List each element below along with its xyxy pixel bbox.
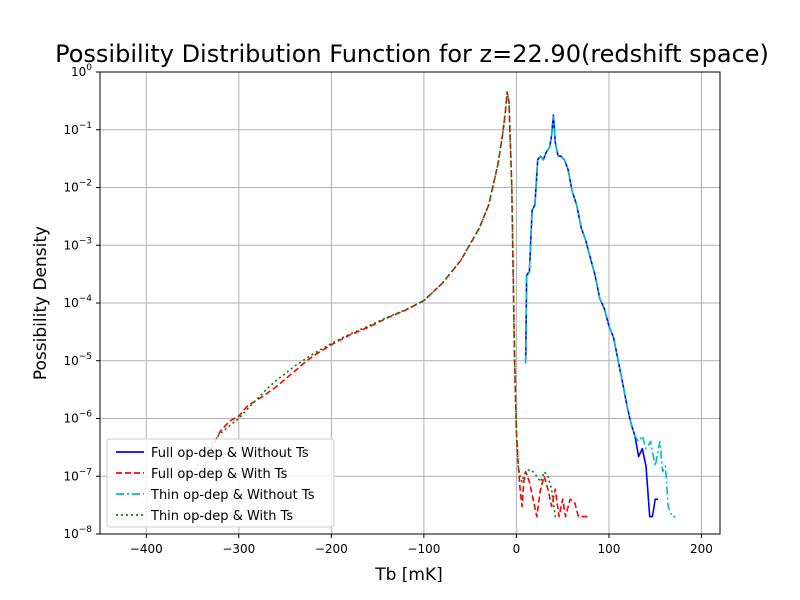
- legend-label: Thin op-dep & With Ts: [150, 509, 293, 524]
- series-layer: [191, 91, 676, 518]
- y-tick-label: 100: [71, 63, 92, 79]
- series-line-1: [524, 114, 658, 518]
- y-tick-label: 10−7: [63, 467, 92, 483]
- y-tick-label: 10−3: [63, 236, 92, 252]
- x-tick-label: 200: [690, 542, 713, 556]
- legend: Full op-dep & Without Ts Full op-dep & Wi…: [106, 438, 335, 528]
- series-line-4: [191, 91, 559, 518]
- y-tick-label: 10−4: [63, 294, 92, 310]
- y-axis-label: Possibility Density: [31, 226, 51, 380]
- chart-title: Possibility Distribution Function for z=…: [55, 40, 769, 68]
- legend-label: Full op-dep & Without Ts: [151, 446, 309, 461]
- x-tick-label: −100: [407, 542, 440, 556]
- x-tick-label: −300: [222, 542, 255, 556]
- x-axis-ticks: −400 −300 −200 −100 0 100 200: [130, 534, 713, 556]
- legend-label: Full op-dep & With Ts: [151, 467, 288, 482]
- y-axis-ticks: 10−8 10−7 10−6 10−5 10−4 10−3 10−2 10−1 100: [63, 63, 100, 541]
- x-tick-label: 0: [513, 542, 521, 556]
- x-tick-label: 100: [598, 542, 621, 556]
- series-line-3: [524, 115, 676, 518]
- x-axis-label: Tb [mK]: [374, 565, 443, 585]
- y-tick-label: 10−8: [63, 525, 92, 541]
- y-tick-label: 10−5: [63, 352, 92, 368]
- legend-box: [106, 438, 335, 528]
- y-tick-label: 10−6: [63, 410, 92, 426]
- x-tick-label: −200: [315, 542, 348, 556]
- x-tick-label: −400: [130, 542, 163, 556]
- y-tick-label: 10−2: [63, 179, 92, 195]
- y-tick-label: 10−1: [63, 121, 92, 137]
- legend-label: Thin op-dep & Without Ts: [150, 488, 315, 503]
- grid-lines: [100, 71, 720, 535]
